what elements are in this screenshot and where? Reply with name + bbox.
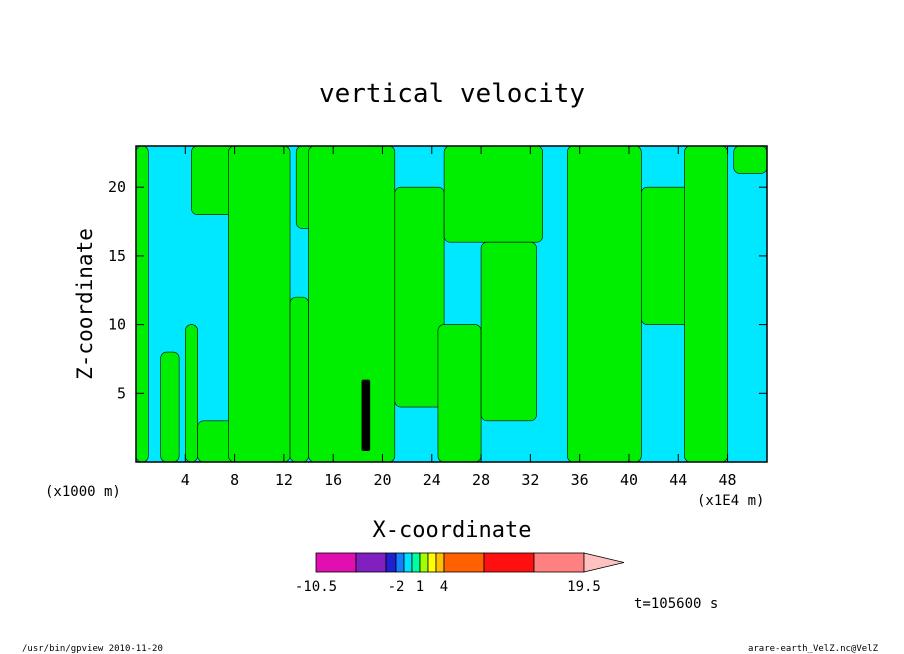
- y-tick-label: 15: [108, 247, 126, 265]
- colorbar-label: 4: [440, 579, 448, 595]
- time-label: t=105600 s: [634, 596, 718, 612]
- positive-region-9: [394, 186, 445, 408]
- x-tick-label: 20: [373, 471, 391, 489]
- colorbar: -10.5 -2 1 4 19.5: [295, 552, 625, 595]
- colorbar-swatch: [483, 552, 535, 573]
- positive-region-16: [733, 145, 768, 174]
- colorbar-label: 19.5: [567, 579, 601, 595]
- positive-region-10: [437, 324, 482, 463]
- positive-region-15: [684, 145, 728, 463]
- x-tick-label: 12: [275, 471, 293, 489]
- colorbar-label: -2: [388, 579, 405, 595]
- positive-region-12: [480, 241, 537, 422]
- positive-region-0: [135, 145, 149, 463]
- strong-updraft-0: [361, 379, 371, 452]
- colorbar-swatch: [385, 552, 397, 573]
- footer-source: arare-earth_VelZ.nc@VelZ: [748, 644, 879, 654]
- x-tick-label: 28: [472, 471, 490, 489]
- y-tick-label: 20: [108, 178, 126, 196]
- colorbar-swatch: [419, 552, 429, 573]
- colorbar-swatch: [403, 552, 413, 573]
- x-unit-label: (x1E4 m): [697, 493, 764, 509]
- velocity-field: [135, 145, 768, 463]
- positive-region-4: [191, 145, 235, 215]
- colorbar-swatch: [395, 552, 405, 573]
- positive-region-5: [228, 145, 291, 463]
- positive-region-8: [308, 145, 396, 463]
- y-tick-label: 10: [108, 316, 126, 334]
- colorbar-swatch: [355, 552, 387, 573]
- colorbar-swatch: [427, 552, 437, 573]
- x-tick-label: 4: [181, 471, 190, 489]
- positive-region-6: [289, 296, 309, 463]
- colorbar-label: -10.5: [295, 579, 337, 595]
- x-tick-label: 24: [423, 471, 441, 489]
- positive-region-2: [184, 324, 198, 463]
- x-tick-label: 48: [719, 471, 737, 489]
- x-tick-label: 8: [230, 471, 239, 489]
- colorbar-extend-arrow: [583, 552, 625, 573]
- colorbar-swatch: [533, 552, 585, 573]
- colorbar-swatch: [435, 552, 445, 573]
- colorbar-label: 1: [416, 579, 424, 595]
- x-scale-label: (x1000 m): [45, 484, 121, 500]
- x-axis-label: X-coordinate: [373, 518, 532, 543]
- footer-program: /usr/bin/gpview 2010-11-20: [22, 644, 163, 654]
- x-tick-label: 32: [521, 471, 539, 489]
- positive-region-1: [160, 351, 180, 463]
- chart-title: vertical velocity: [319, 79, 585, 109]
- colorbar-swatch: [411, 552, 421, 573]
- x-tick-label: 36: [571, 471, 589, 489]
- y-axis-label: Z-coordinate: [73, 228, 97, 380]
- x-tick-label: 16: [324, 471, 342, 489]
- colorbar-swatch: [315, 552, 357, 573]
- x-tick-label: 40: [620, 471, 638, 489]
- y-tick-label: 5: [117, 384, 126, 402]
- positive-region-11: [443, 145, 543, 243]
- x-tick-label: 44: [669, 471, 687, 489]
- positive-region-13: [567, 145, 642, 463]
- plot-frame: [135, 145, 768, 463]
- colorbar-swatch: [443, 552, 485, 573]
